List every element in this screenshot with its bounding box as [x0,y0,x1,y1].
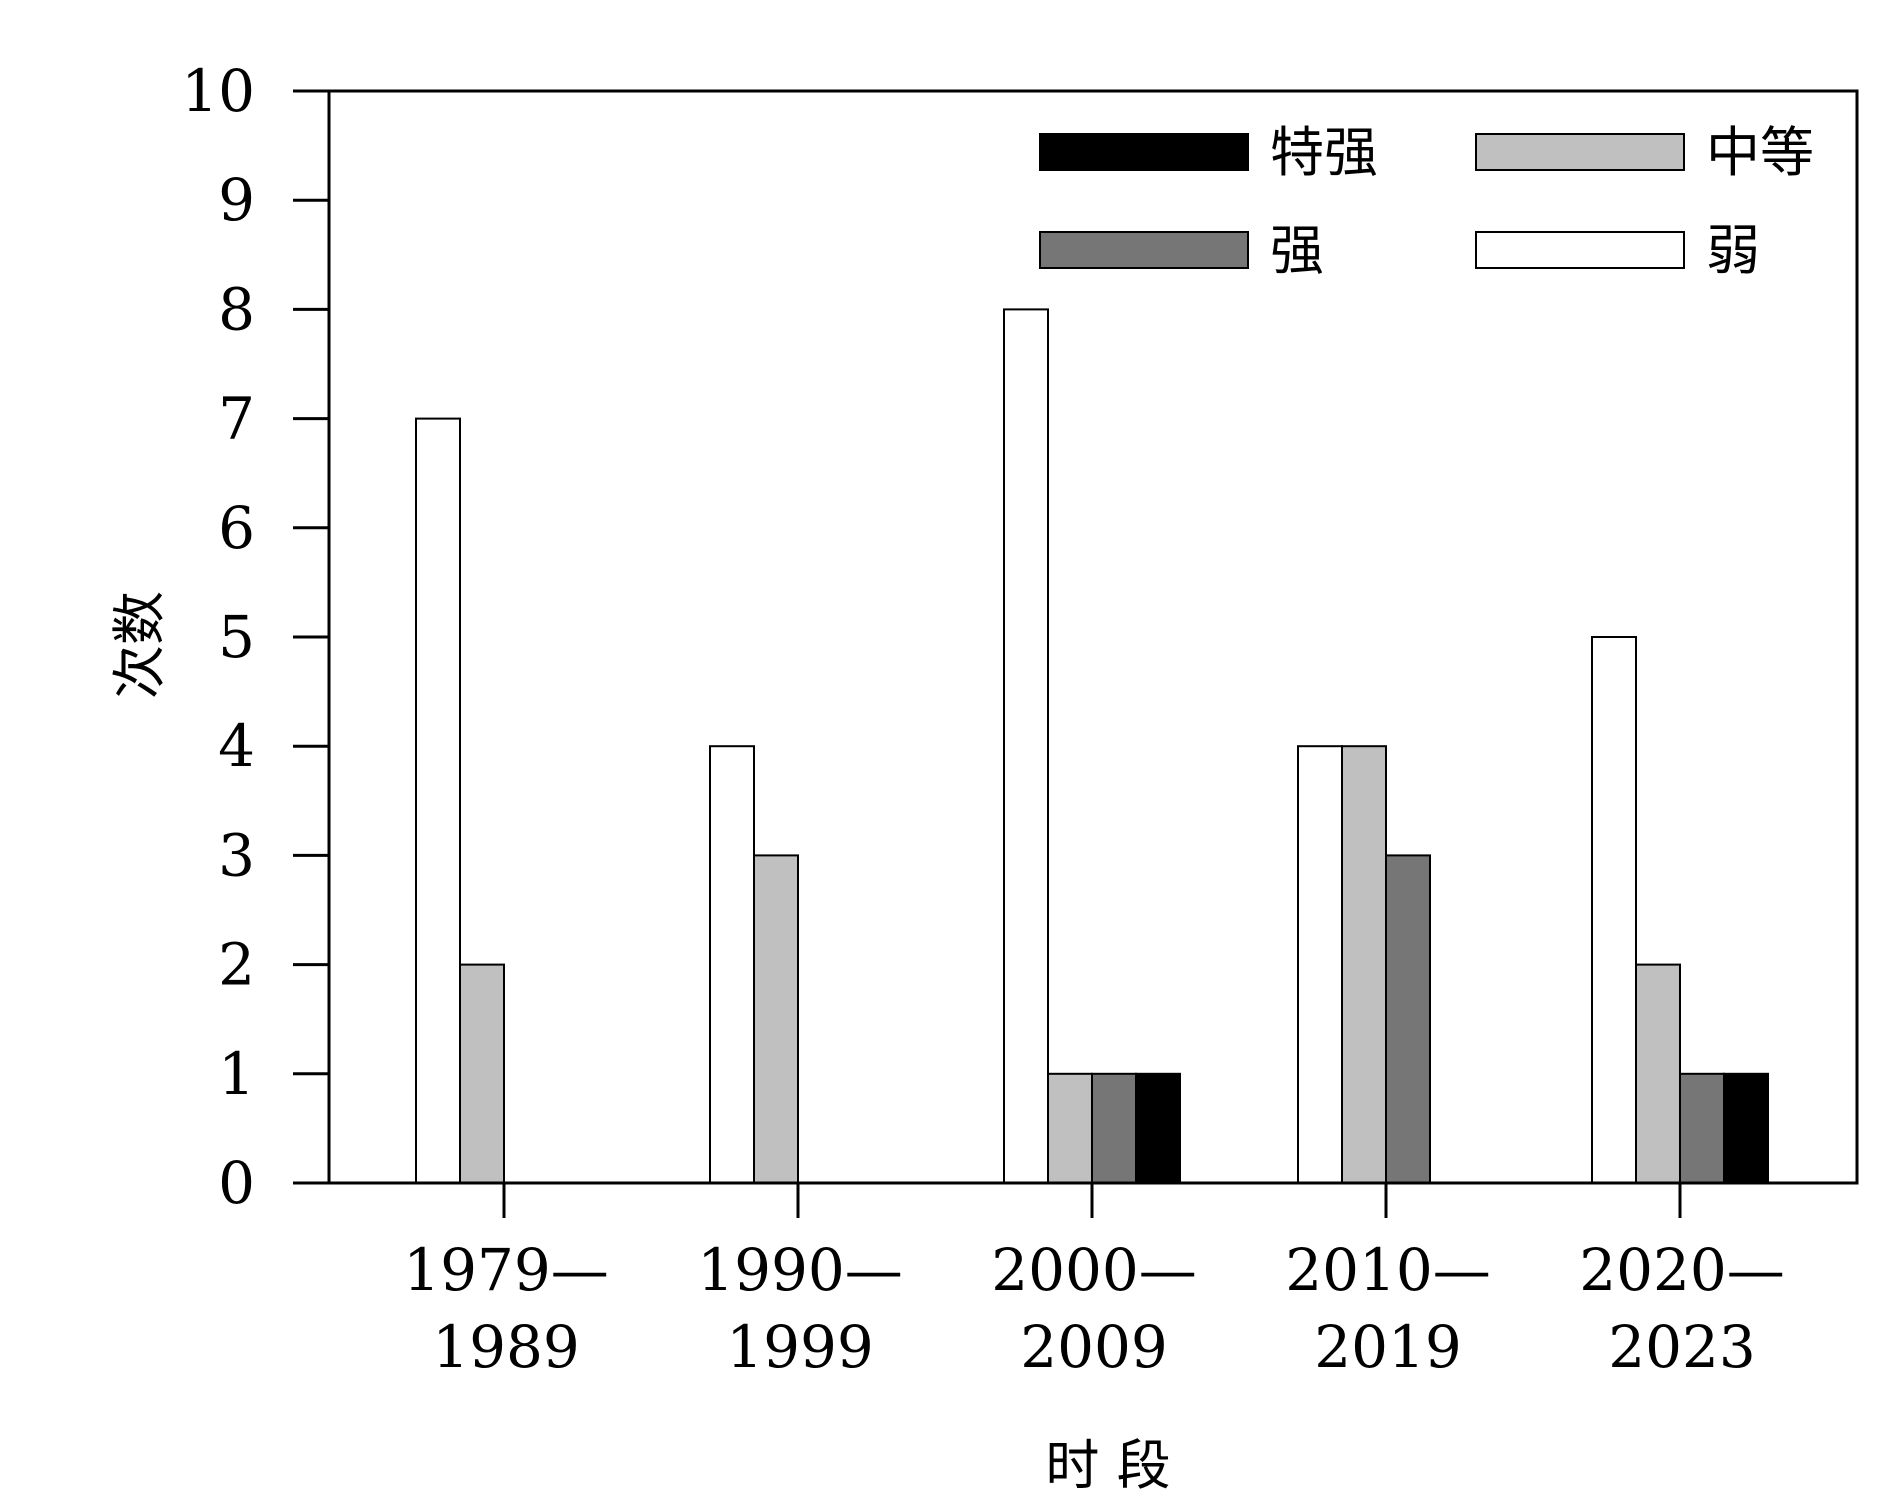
legend-label-中等: 中等 [1706,121,1814,184]
y-tick-label: 8 [218,275,255,343]
bar-强-2 [1091,1072,1137,1185]
y-tick-label: 7 [218,385,255,453]
bar-弱-4 [1591,636,1637,1184]
bars [415,308,1769,1185]
bar-弱-0 [415,417,461,1185]
bar-中等-0 [459,963,505,1184]
x-tick-label-start: 1990— [697,1236,903,1304]
x-tick-label-end: 1989 [432,1313,580,1381]
legend-swatch-中等 [1475,133,1685,171]
bar-特强-2 [1135,1072,1181,1185]
bar-强-4 [1679,1072,1725,1185]
y-tick-label: 4 [218,712,255,780]
y-axis-title: 次数 [108,591,171,699]
y-tick-label: 0 [218,1149,255,1217]
bar-中等-1 [753,854,799,1185]
y-tick-label: 9 [218,166,255,234]
y-tick-label: 2 [218,931,255,999]
legend-swatch-特强 [1039,133,1249,171]
bar-中等-3 [1341,745,1387,1184]
x-tick-label-start: 2020— [1579,1236,1785,1304]
bar-弱-2 [1003,308,1049,1184]
x-tick-label-end: 2023 [1608,1313,1756,1381]
x-tick-label-start: 2010— [1285,1236,1491,1304]
legend-swatch-强 [1039,231,1249,269]
y-tick-label: 6 [218,494,255,562]
legend-swatch-弱 [1475,231,1685,269]
x-axis-ticks: 1979— 1989 1990— 1999 2000— 2009 2010— 2019 2020… [403,1183,1785,1381]
plot-frame [327,89,1859,1185]
bar-弱-1 [709,745,755,1184]
x-tick-label-end: 1999 [726,1313,874,1381]
legend: 特强 中等强 弱 [1039,121,1814,282]
bar-中等-4 [1635,963,1681,1184]
x-tick-label-start: 2000— [991,1236,1197,1304]
y-tick-label: 3 [218,821,255,889]
y-tick-label: 5 [218,603,255,671]
y-tick-label: 1 [218,1040,255,1108]
bar-特强-4 [1723,1072,1769,1185]
x-tick-label-start: 1979— [403,1236,609,1304]
bar-中等-2 [1047,1072,1093,1185]
legend-label-强: 强 [1270,219,1324,282]
bar-强-3 [1385,854,1431,1185]
bar-弱-3 [1297,745,1343,1184]
y-tick-label: 10 [181,57,255,125]
x-axis-title: 时 段 [1045,1434,1170,1497]
legend-label-弱: 弱 [1706,219,1760,282]
x-tick-label-end: 2019 [1314,1313,1462,1381]
y-axis-ticks: 0 1 2 3 4 5 6 7 8 9 10 [181,57,329,1217]
x-tick-label-end: 2009 [1020,1313,1168,1381]
legend-label-特强: 特强 [1270,121,1378,184]
